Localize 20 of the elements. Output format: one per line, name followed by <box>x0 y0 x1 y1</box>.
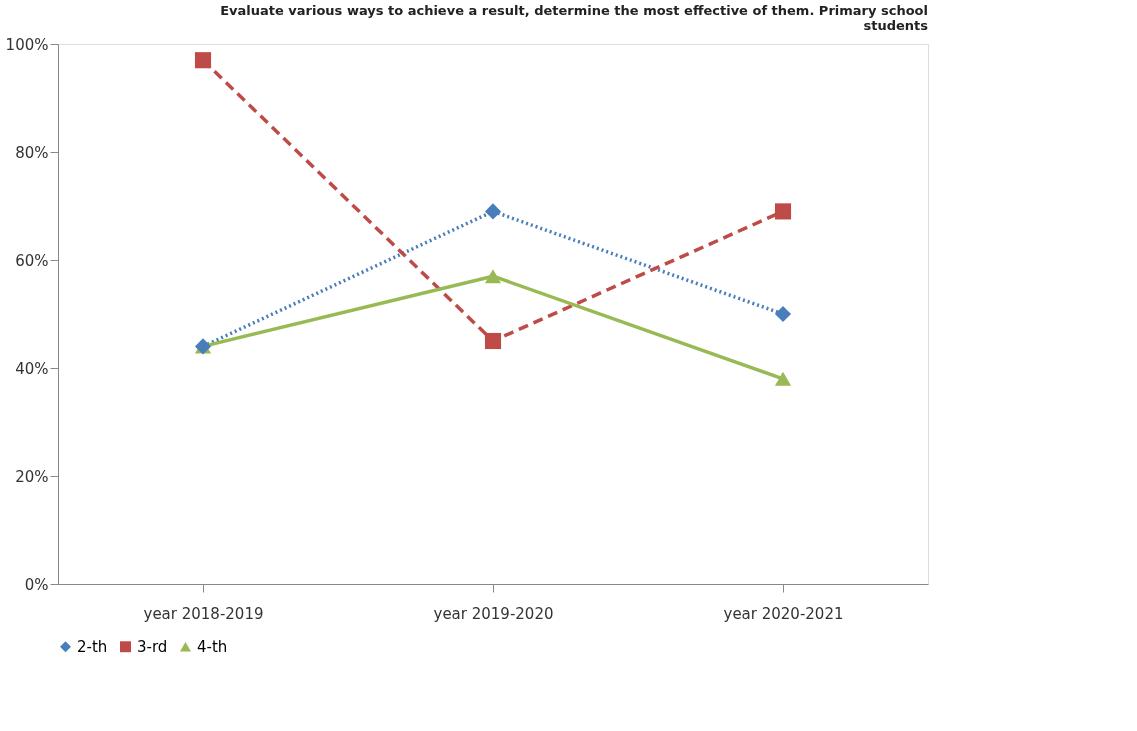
point <box>194 52 212 69</box>
x-tick-label: year 2018-2019 <box>143 604 264 623</box>
legend-label: 4-th <box>197 637 228 656</box>
y-tick-label: 0% <box>24 575 49 594</box>
chart-title: Evaluate various ways to achieve a result, determine the most effective of them. Primary school students <box>220 3 929 33</box>
point <box>774 203 792 220</box>
y-tick-label: 60% <box>15 251 49 270</box>
x-tick-label: year 2019-2020 <box>433 604 554 623</box>
point <box>774 305 792 323</box>
point <box>774 371 792 386</box>
y-tick-label: 20% <box>15 467 49 486</box>
legend-label: 2-th <box>77 637 108 656</box>
legend-label: 3-rd <box>137 637 168 656</box>
point <box>484 203 502 220</box>
x-tick-label: year 2020-2021 <box>723 604 844 623</box>
point <box>484 269 502 284</box>
point <box>484 332 502 350</box>
y-tick-label: 80% <box>15 143 49 162</box>
y-tick-label: 100% <box>5 35 49 54</box>
y-tick-label: 40% <box>15 359 49 378</box>
